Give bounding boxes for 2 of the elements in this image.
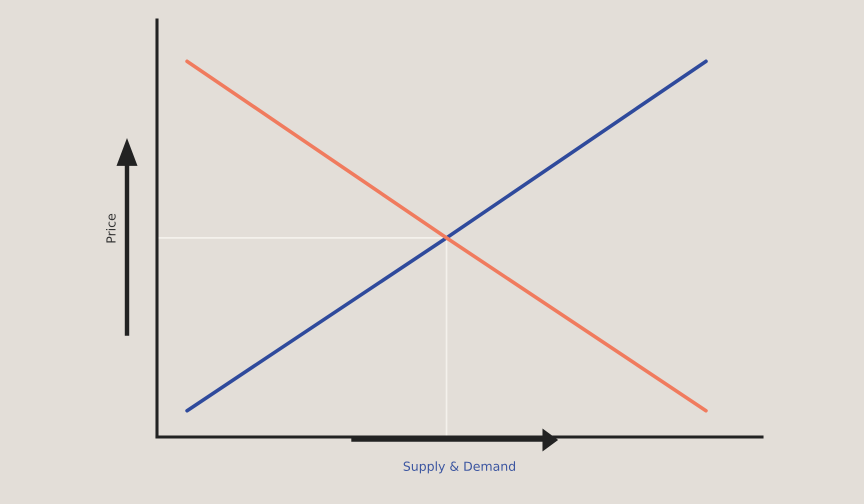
y-axis-title: Price: [106, 214, 116, 243]
x-axis-title: Supply & Demand: [404, 461, 516, 474]
